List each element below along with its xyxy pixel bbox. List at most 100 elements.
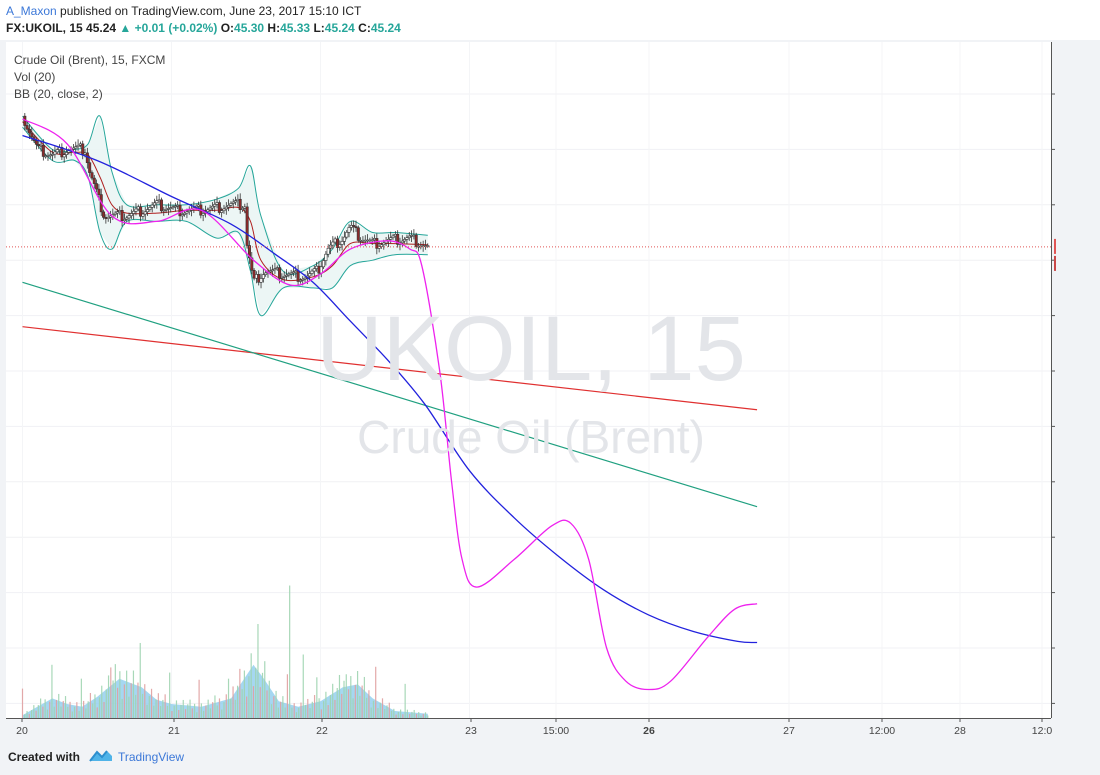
volume-bar	[178, 710, 180, 718]
volume-bar	[295, 712, 298, 718]
volume-bar	[164, 694, 166, 718]
volume-bar	[379, 702, 381, 718]
volume-bar	[148, 696, 150, 718]
candle-body	[217, 202, 221, 213]
volume-bar	[230, 698, 232, 718]
candle-body	[264, 272, 268, 275]
candle-body	[25, 125, 29, 130]
candle-body	[55, 149, 59, 153]
volume-bar	[275, 690, 277, 718]
legend-series[interactable]: Crude Oil (Brent), 15, FXCM	[14, 53, 166, 67]
candle-body	[127, 215, 131, 219]
time-tick-label: 26	[643, 725, 655, 737]
candle-body	[90, 172, 94, 179]
volume-bar	[173, 705, 175, 718]
candle-body	[27, 128, 31, 134]
current-price-badge	[1054, 238, 1100, 254]
legend-bollinger[interactable]: BB (20, close, 2)	[14, 87, 103, 101]
volume-bar	[80, 678, 82, 718]
candle-body	[259, 278, 263, 283]
bollinger-upper	[22, 115, 428, 275]
volume-bar	[205, 705, 207, 718]
volume-bar	[257, 624, 259, 718]
candle-body	[241, 207, 245, 210]
candle-body	[326, 247, 330, 255]
volume-bar	[280, 701, 282, 718]
candle-body	[298, 280, 302, 282]
volume-bar	[96, 707, 98, 718]
symbol-quote: FX:UKOIL, 15 45.24 ▲ +0.01 (+0.02%) O:45…	[6, 21, 401, 35]
volume-bar	[193, 703, 196, 718]
volume-bar	[153, 705, 155, 718]
volume-bar	[171, 711, 173, 718]
volume-bar	[354, 684, 356, 718]
volume-bar	[46, 709, 49, 718]
candle-body	[389, 237, 393, 240]
legend-volume[interactable]: Vol (20)	[14, 70, 56, 84]
tradingview-logo-icon[interactable]	[88, 748, 114, 769]
time-tick-label: 22	[316, 725, 328, 737]
volume-bar	[200, 703, 202, 718]
candle-body	[183, 212, 187, 215]
volume-bar	[198, 679, 200, 718]
published-text: published on TradingView.com, June 23, 2…	[56, 4, 362, 18]
candle-body	[220, 210, 224, 213]
countdown-badge	[1054, 255, 1100, 271]
price-change: ▲ +0.01 (+0.02%)	[119, 21, 218, 35]
candle-body	[407, 235, 411, 239]
candle-body	[185, 211, 189, 214]
trendline-red	[22, 326, 758, 411]
volume-bar	[352, 698, 354, 718]
volume-bar	[67, 706, 69, 718]
volume-bar	[155, 699, 157, 718]
volume-bar	[397, 711, 399, 718]
created-with-text: Created with	[8, 750, 81, 764]
candle-body	[347, 227, 351, 233]
candle-body	[53, 151, 57, 155]
candle-body	[391, 235, 395, 238]
volume-bar	[33, 705, 35, 718]
candle-body	[342, 236, 346, 242]
author-link[interactable]: A_Maxon	[6, 4, 57, 18]
volume-bar	[160, 706, 162, 718]
volume-bar	[323, 701, 325, 718]
low-label: L:	[313, 21, 325, 35]
chart-area[interactable]: 37.0038.0039.0040.0041.0042.0043.0044.00…	[6, 42, 1100, 739]
candle-body	[150, 204, 154, 208]
volume-bar	[424, 712, 427, 718]
candle-body	[234, 200, 238, 203]
candle-body	[289, 272, 293, 275]
volume-bar	[427, 715, 429, 718]
volume-bar	[30, 710, 33, 718]
volume-bar	[284, 707, 286, 718]
volume-bar	[361, 685, 363, 718]
volume-bar	[137, 682, 139, 718]
time-tick-label: 15:00	[543, 725, 569, 737]
volume-bar	[402, 714, 404, 718]
bollinger-fill	[22, 116, 428, 316]
volume-bar	[384, 709, 386, 718]
volume-bar	[69, 701, 71, 718]
volume-bar	[107, 675, 110, 718]
volume-bar	[377, 708, 379, 718]
tradingview-link[interactable]: TradingView	[118, 750, 185, 764]
volume-bar	[89, 692, 92, 718]
chart-svg[interactable]: 37.0038.0039.0040.0041.0042.0043.0044.00…	[6, 42, 1100, 739]
volume-bar	[218, 698, 221, 718]
volume-bar	[180, 704, 182, 718]
volume-bar	[212, 702, 214, 718]
volume-bar	[415, 713, 418, 718]
time-tick-label: 23	[465, 725, 477, 737]
volume-bar	[390, 710, 393, 718]
volume-bar	[87, 701, 89, 718]
candle-body	[178, 204, 182, 217]
candle-body	[115, 211, 119, 214]
open-value: 45.30	[234, 21, 265, 35]
candle-body	[143, 211, 147, 215]
volume-bar	[146, 704, 148, 718]
candle-body	[51, 153, 55, 156]
volume-bar	[309, 708, 311, 718]
volume-bar	[40, 698, 42, 718]
volume-bar	[169, 672, 171, 718]
volume-bar	[121, 698, 123, 718]
